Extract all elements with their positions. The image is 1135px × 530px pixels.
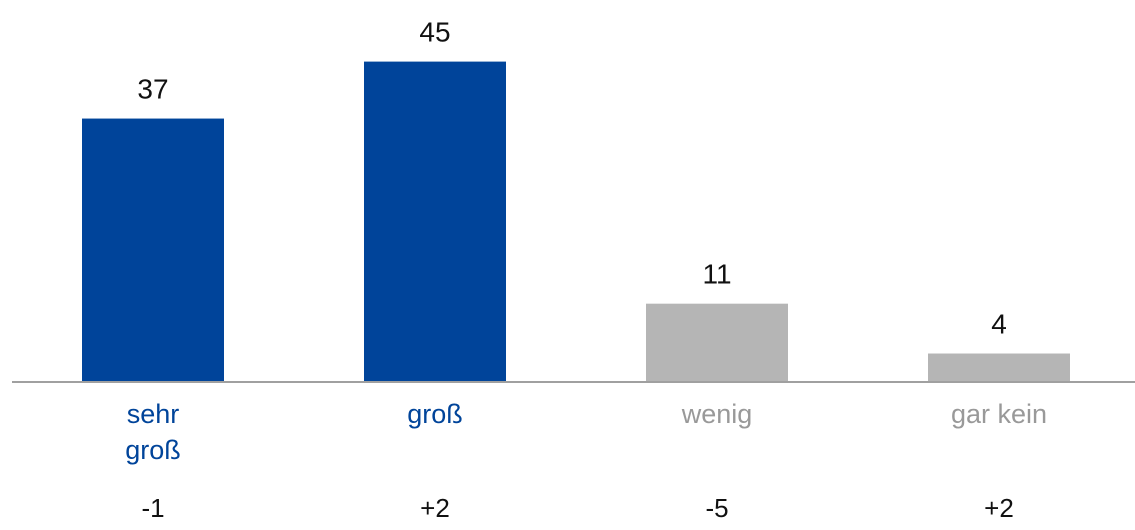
- value-label: 11: [702, 259, 731, 290]
- bar: [646, 303, 788, 382]
- change-label: -5: [705, 493, 729, 523]
- change-label: +2: [420, 493, 450, 523]
- value-label: 4: [991, 309, 1007, 340]
- x-tick-label: sehr groß: [125, 399, 181, 465]
- x-tick-label: gar kein: [950, 399, 1048, 429]
- bar: [364, 61, 506, 382]
- change-label: +2: [984, 493, 1014, 523]
- change-label: -1: [141, 493, 165, 523]
- value-label: 37: [137, 74, 168, 105]
- bar: [82, 118, 224, 382]
- x-tick-label: groß: [407, 399, 463, 429]
- value-label: 45: [419, 17, 450, 48]
- x-tick-label: wenig: [681, 399, 753, 429]
- bar: [928, 353, 1070, 382]
